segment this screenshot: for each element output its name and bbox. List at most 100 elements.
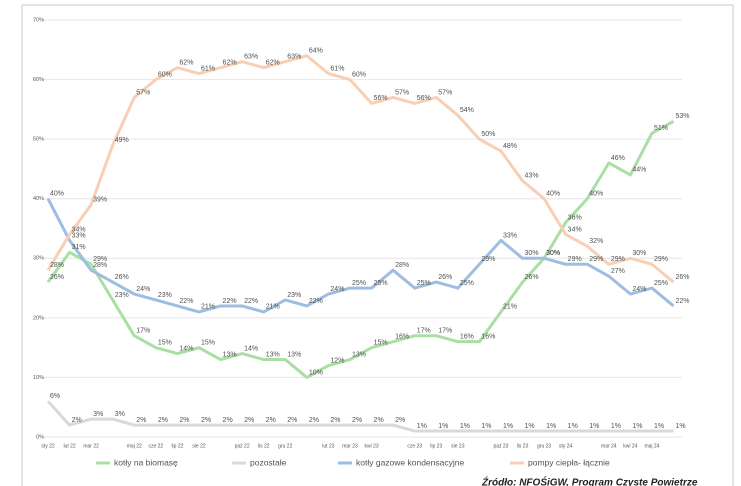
y-tick-label: 30% [33, 256, 44, 262]
data-label: 30% [632, 250, 646, 257]
data-label: 43% [525, 173, 539, 180]
data-label: 2% [201, 417, 211, 424]
data-label: 2% [266, 417, 276, 424]
data-label: 24% [330, 286, 344, 293]
data-label: 1% [481, 423, 491, 430]
data-label: 46% [611, 155, 625, 162]
legend-label: kotły gazowe kondensacyjne [356, 457, 464, 467]
legend-label: pozostałe [250, 457, 287, 467]
series-line [46, 400, 674, 433]
legend-item: pozostałe [232, 457, 287, 467]
data-label: 25% [654, 280, 668, 287]
data-label: 2% [395, 417, 405, 424]
chart-border [21, 4, 734, 486]
data-label: 17% [438, 328, 452, 335]
data-label: 44% [632, 167, 646, 174]
data-label: 49% [115, 137, 129, 144]
x-tick-label: lut 23 [322, 443, 334, 449]
data-label: 16% [460, 334, 474, 341]
data-label: 62% [179, 60, 193, 67]
y-tick-label: 50% [33, 137, 44, 143]
data-label: 30% [546, 250, 560, 257]
data-label: 21% [266, 304, 280, 311]
data-label: 34% [568, 226, 582, 233]
data-label: 13% [287, 351, 301, 358]
data-label: 25% [352, 280, 366, 287]
x-tick-label: lis 22 [258, 443, 270, 449]
data-label: 22% [244, 298, 258, 305]
x-tick-label: maj 24 [644, 443, 659, 449]
x-tick-label: gru 22 [278, 443, 292, 449]
x-tick-label: lis 23 [517, 443, 529, 449]
data-label: 1% [525, 423, 535, 430]
data-label: 2% [244, 417, 254, 424]
data-label: 39% [93, 197, 107, 204]
data-label: 13% [352, 351, 366, 358]
y-tick-label: 10% [33, 375, 44, 381]
data-label: 24% [136, 286, 150, 293]
data-label: 34% [72, 226, 86, 233]
data-label: 29% [654, 256, 668, 263]
data-label: 54% [460, 107, 474, 114]
data-label: 29% [568, 256, 582, 263]
y-tick-label: 0% [36, 434, 44, 440]
data-label: 1% [417, 423, 427, 430]
data-label: 1% [460, 423, 470, 430]
data-label: 14% [179, 345, 193, 352]
data-label: 16% [481, 334, 495, 341]
data-label: 10% [309, 369, 323, 376]
x-tick-label: lut 22 [63, 443, 75, 449]
data-label: 2% [72, 417, 82, 424]
data-label: 57% [438, 89, 452, 96]
legend-label: pompy ciepła- łącznie [528, 457, 610, 467]
data-label: 64% [309, 48, 323, 55]
legend-item: kotły gazowe kondensacyjne [338, 457, 464, 467]
data-label: 3% [93, 411, 103, 418]
data-label: 22% [223, 298, 237, 305]
data-label: 40% [50, 191, 64, 198]
data-label: 56% [417, 95, 431, 102]
y-tick-label: 20% [33, 315, 44, 321]
data-label: 2% [136, 417, 146, 424]
data-label: 29% [611, 256, 625, 263]
data-label: 33% [72, 232, 86, 239]
data-label: 61% [330, 65, 344, 72]
x-tick-label: mar 22 [83, 443, 99, 449]
x-tick-label: lip 22 [171, 443, 183, 449]
data-label: 13% [266, 351, 280, 358]
series-line [46, 119, 675, 379]
data-label: 30% [546, 250, 560, 257]
x-tick-label: paź 23 [493, 443, 508, 449]
data-label: 12% [330, 357, 344, 364]
data-label: 2% [223, 417, 233, 424]
data-label: 62% [266, 60, 280, 67]
data-label: 26% [115, 274, 129, 281]
data-label: 22% [676, 298, 690, 305]
x-tick-label: kwi 24 [623, 443, 637, 449]
data-label: 15% [201, 339, 215, 346]
data-label: 51% [654, 125, 668, 132]
data-label: 1% [546, 423, 556, 430]
legend-label: kotły na biomasę [114, 457, 178, 467]
data-label: 21% [503, 304, 517, 311]
x-tick-label: sty 24 [559, 443, 573, 449]
data-label: 26% [50, 274, 64, 281]
x-tick-label: sie 22 [192, 443, 206, 449]
data-label: 2% [374, 417, 384, 424]
data-label: 2% [330, 417, 340, 424]
x-tick-label: mar 24 [601, 443, 617, 449]
data-label: 1% [438, 423, 448, 430]
data-label: 2% [352, 417, 362, 424]
data-label: 1% [611, 423, 621, 430]
data-label: 2% [287, 417, 297, 424]
data-label: 25% [374, 280, 388, 287]
data-label: 60% [158, 71, 172, 78]
source: Źródło: NFOŚiGW, Program Czyste Powietrz… [481, 476, 698, 486]
data-label: 3% [115, 411, 125, 418]
data-label: 63% [287, 54, 301, 61]
data-label: 6% [50, 393, 60, 400]
data-label: 33% [503, 232, 517, 239]
data-label: 22% [309, 298, 323, 305]
data-label: 26% [525, 274, 539, 281]
